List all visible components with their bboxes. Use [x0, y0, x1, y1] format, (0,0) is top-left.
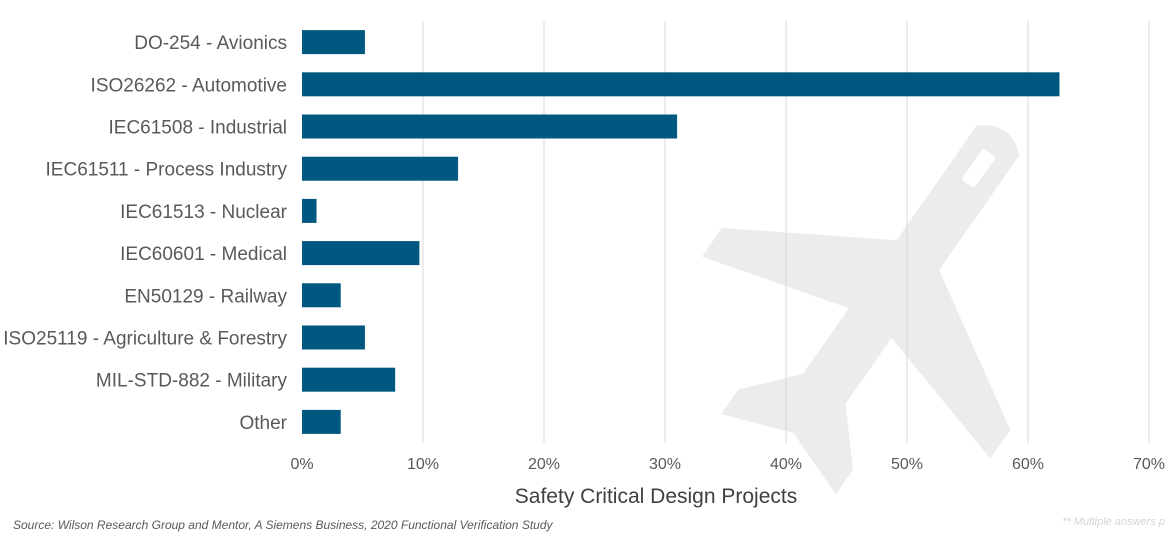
x-tick-label: 20% — [528, 456, 560, 473]
bar — [302, 114, 678, 139]
bar — [302, 283, 341, 308]
category-label: ISO26262 - Automotive — [91, 75, 287, 96]
airplane-icon — [701, 125, 1020, 495]
category-label: IEC61508 - Industrial — [109, 118, 288, 139]
x-axis-title: Safety Critical Design Projects — [515, 485, 797, 508]
bar — [302, 241, 420, 266]
x-tick-label: 10% — [407, 456, 439, 473]
x-tick-label: 30% — [649, 456, 681, 473]
bars — [302, 30, 1060, 434]
x-tick-label: 50% — [891, 456, 923, 473]
category-label: DO-254 - Avionics — [134, 33, 287, 54]
category-label: ISO25119 - Agriculture & Forestry — [3, 329, 287, 350]
x-tick-label: 40% — [770, 456, 802, 473]
bar — [302, 156, 459, 181]
bar — [302, 409, 341, 434]
category-label: IEC61513 - Nuclear — [120, 202, 288, 223]
bar — [302, 72, 1060, 97]
bar — [302, 367, 396, 392]
bar — [302, 198, 317, 223]
bar — [302, 325, 365, 350]
category-labels: DO-254 - Avionics ISO26262 - Automotive IE… — [3, 33, 287, 434]
category-label: IEC60601 - Medical — [120, 244, 287, 265]
source-note: Source: Wilson Research Group and Mentor… — [13, 518, 553, 532]
x-tick-label: 70% — [1133, 456, 1165, 473]
x-tick-label: 0% — [290, 456, 313, 473]
x-tick-label: 60% — [1012, 456, 1044, 473]
x-tick-labels: 0% 10% 20% 30% 40% 50% 60% 70% — [290, 456, 1165, 473]
multiple-answers-note: ** Multiple answers p — [1062, 516, 1165, 528]
category-label: EN50129 - Railway — [124, 286, 287, 307]
category-label: IEC61511 - Process Industry — [46, 160, 288, 181]
bar — [302, 30, 365, 55]
category-label: Other — [239, 413, 287, 434]
category-label: MIL-STD-882 - Military — [96, 371, 288, 392]
